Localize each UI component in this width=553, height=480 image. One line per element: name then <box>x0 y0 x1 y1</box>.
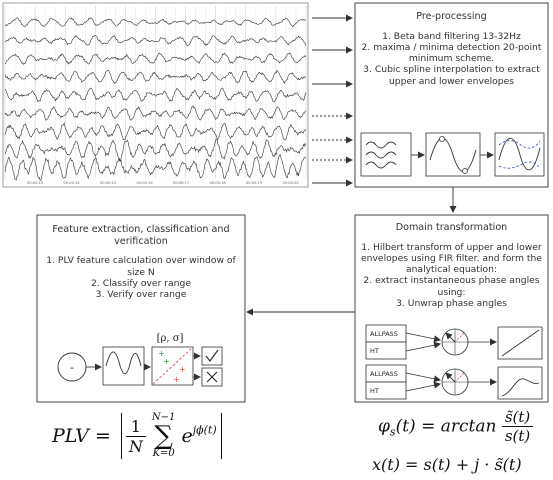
phase-denominator: s(t) <box>504 427 531 445</box>
eeg-time-label: 00:00:16 <box>137 181 154 185</box>
domain-step-1: 1. Hilbert transform of upper and lower … <box>361 241 542 276</box>
eeg-time-label: 00:00:18 <box>210 181 227 185</box>
hilbert-blocks: ALLPASS HT ALLPASS HT <box>365 324 543 400</box>
phase-arg: (t) = arctan <box>395 416 497 437</box>
eeg-time-label: 00:00:13 <box>27 181 43 185</box>
phase-angle-arrow <box>445 372 456 383</box>
eeg-channel-trace <box>4 52 307 65</box>
phase-vector-icon <box>454 372 465 383</box>
phase-subscript: s <box>389 425 396 439</box>
phase-angle-arrow <box>445 332 456 343</box>
plv-window-icon <box>102 346 145 386</box>
phase-lhs: φ <box>378 416 390 437</box>
eeg-channel-trace <box>5 34 307 47</box>
plv-magnitude: 1 N N−1 ∑ K=0 ejϕ(t) <box>120 413 222 459</box>
plv-fraction: 1 N <box>125 417 146 456</box>
plv-exponent: jϕ(t) <box>192 423 217 437</box>
domain-step-3: 3. Unwrap phase angles <box>396 297 507 309</box>
feature-text: Feature extraction, classification and v… <box>41 224 241 300</box>
eeg-traces <box>4 17 307 182</box>
feature-title: Feature extraction, classification and v… <box>52 224 230 247</box>
plv-wave-icon <box>105 351 142 375</box>
preprocessing-title: Pre-processing <box>416 11 487 22</box>
eeg-channel-trace <box>4 87 307 103</box>
eeg-channel-trace <box>4 17 306 28</box>
accept-box <box>201 346 223 366</box>
plv-exp-base: e <box>181 425 193 447</box>
preprocessing-text: Pre-processing 1. Beta band filtering 13… <box>357 11 546 87</box>
phase-vector-icon <box>454 332 465 343</box>
eeg-time-label: 00:00:19 <box>246 181 263 185</box>
eeg-panel: 00:00:13 00:00:14 00:00:15 00:00:16 00:00:17… <box>2 2 309 188</box>
phase-formula: φs(t) = arctan s̃(t) s(t) <box>378 408 534 445</box>
ht-to-phase-arrow <box>405 341 441 352</box>
plv-formula: PLV = 1 N N−1 ∑ K=0 ejϕ(t) <box>52 413 222 459</box>
allpass-to-phase-arrow <box>405 372 441 383</box>
plv-lhs: PLV = <box>52 425 111 447</box>
sum-symbol-icon: ∑ <box>154 421 173 451</box>
svg-text:+: + <box>173 375 180 384</box>
lower-envelope-icon <box>498 161 541 169</box>
unwrap-curve-icon <box>501 378 540 397</box>
plv-sum-bottom: K=0 <box>152 448 175 459</box>
eeg-time-label: 00:00:15 <box>100 181 116 185</box>
maximum-point-icon <box>439 136 445 142</box>
start-node-label: - <box>70 361 74 374</box>
class-markers-icon: + + + + <box>158 349 186 384</box>
plv-numerator: 1 <box>125 417 146 437</box>
plv-denominator: N <box>128 436 143 456</box>
domain-step-2: 2. extract instantaneous phase angles us… <box>363 275 540 298</box>
eeg-time-label: 00:00:20 <box>283 181 300 185</box>
eeg-channel-trace <box>4 105 307 121</box>
allpass-label: ALLPASS <box>370 370 398 378</box>
plv-sum: N−1 ∑ K=0 <box>152 413 176 459</box>
range-parameters-label: [ρ, σ] <box>157 333 184 344</box>
eeg-channel-trace <box>4 154 306 182</box>
extrema-wave-icon <box>429 137 477 173</box>
svg-text:+: + <box>158 349 165 358</box>
eeg-time-label: 00:00:17 <box>173 181 189 185</box>
svg-text:+: + <box>163 357 170 366</box>
feature-box: - [ρ, σ] + + + + <box>36 214 246 403</box>
eeg-arrows <box>312 14 353 187</box>
cross-icon <box>206 371 218 383</box>
preprocessing-step-2: 2. maxima / minima detection 20-point mi… <box>361 41 542 65</box>
ht-label: HT <box>370 347 379 355</box>
filter-waves-icon <box>365 141 397 169</box>
eeg-time-label: 00:00:14 <box>64 181 81 185</box>
eeg-channel-trace <box>4 69 306 85</box>
envelope-signal-icon <box>498 137 541 171</box>
svg-text:+: + <box>179 365 186 374</box>
plv-sum-top: N−1 <box>151 412 176 423</box>
ht-to-phase-arrow <box>405 381 441 392</box>
unwrap-linear-icon <box>501 329 540 357</box>
ht-label: HT <box>370 387 379 395</box>
feature-step-2: 2. Classify over range <box>91 277 191 289</box>
allpass-label: ALLPASS <box>370 330 398 338</box>
domain-title: Domain transformation <box>395 222 508 233</box>
eeg-channel-trace <box>4 139 307 161</box>
domain-text: Domain transformation 1. Hilbert transfo… <box>357 222 546 309</box>
preprocessing-step-1: 1. Beta band filtering 13-32Hz <box>382 30 521 42</box>
feature-step-1: 1. PLV feature calculation over window o… <box>46 255 236 278</box>
feature-step-3: 3. Verify over range <box>95 289 187 301</box>
preprocessing-box <box>354 2 549 188</box>
phase-numerator: s̃(t) <box>501 408 534 427</box>
domain-box: ALLPASS HT ALLPASS HT <box>354 214 549 403</box>
check-icon <box>205 349 219 362</box>
analytic-formula: x(t) = s(t) + j · s̃(t) <box>372 455 522 474</box>
allpass-to-phase-arrow <box>405 332 441 343</box>
eeg-time-axis: 00:00:13 00:00:14 00:00:15 00:00:16 00:00:17… <box>27 181 299 185</box>
ht-block <box>365 341 407 360</box>
preprocessing-step-3: 3. Cubic spline interpolation to extract… <box>363 64 540 87</box>
phase-fraction: s̃(t) s(t) <box>501 408 534 445</box>
eeg-channel-trace <box>4 122 307 141</box>
minimum-point-icon <box>462 168 468 174</box>
ht-block <box>365 381 407 400</box>
